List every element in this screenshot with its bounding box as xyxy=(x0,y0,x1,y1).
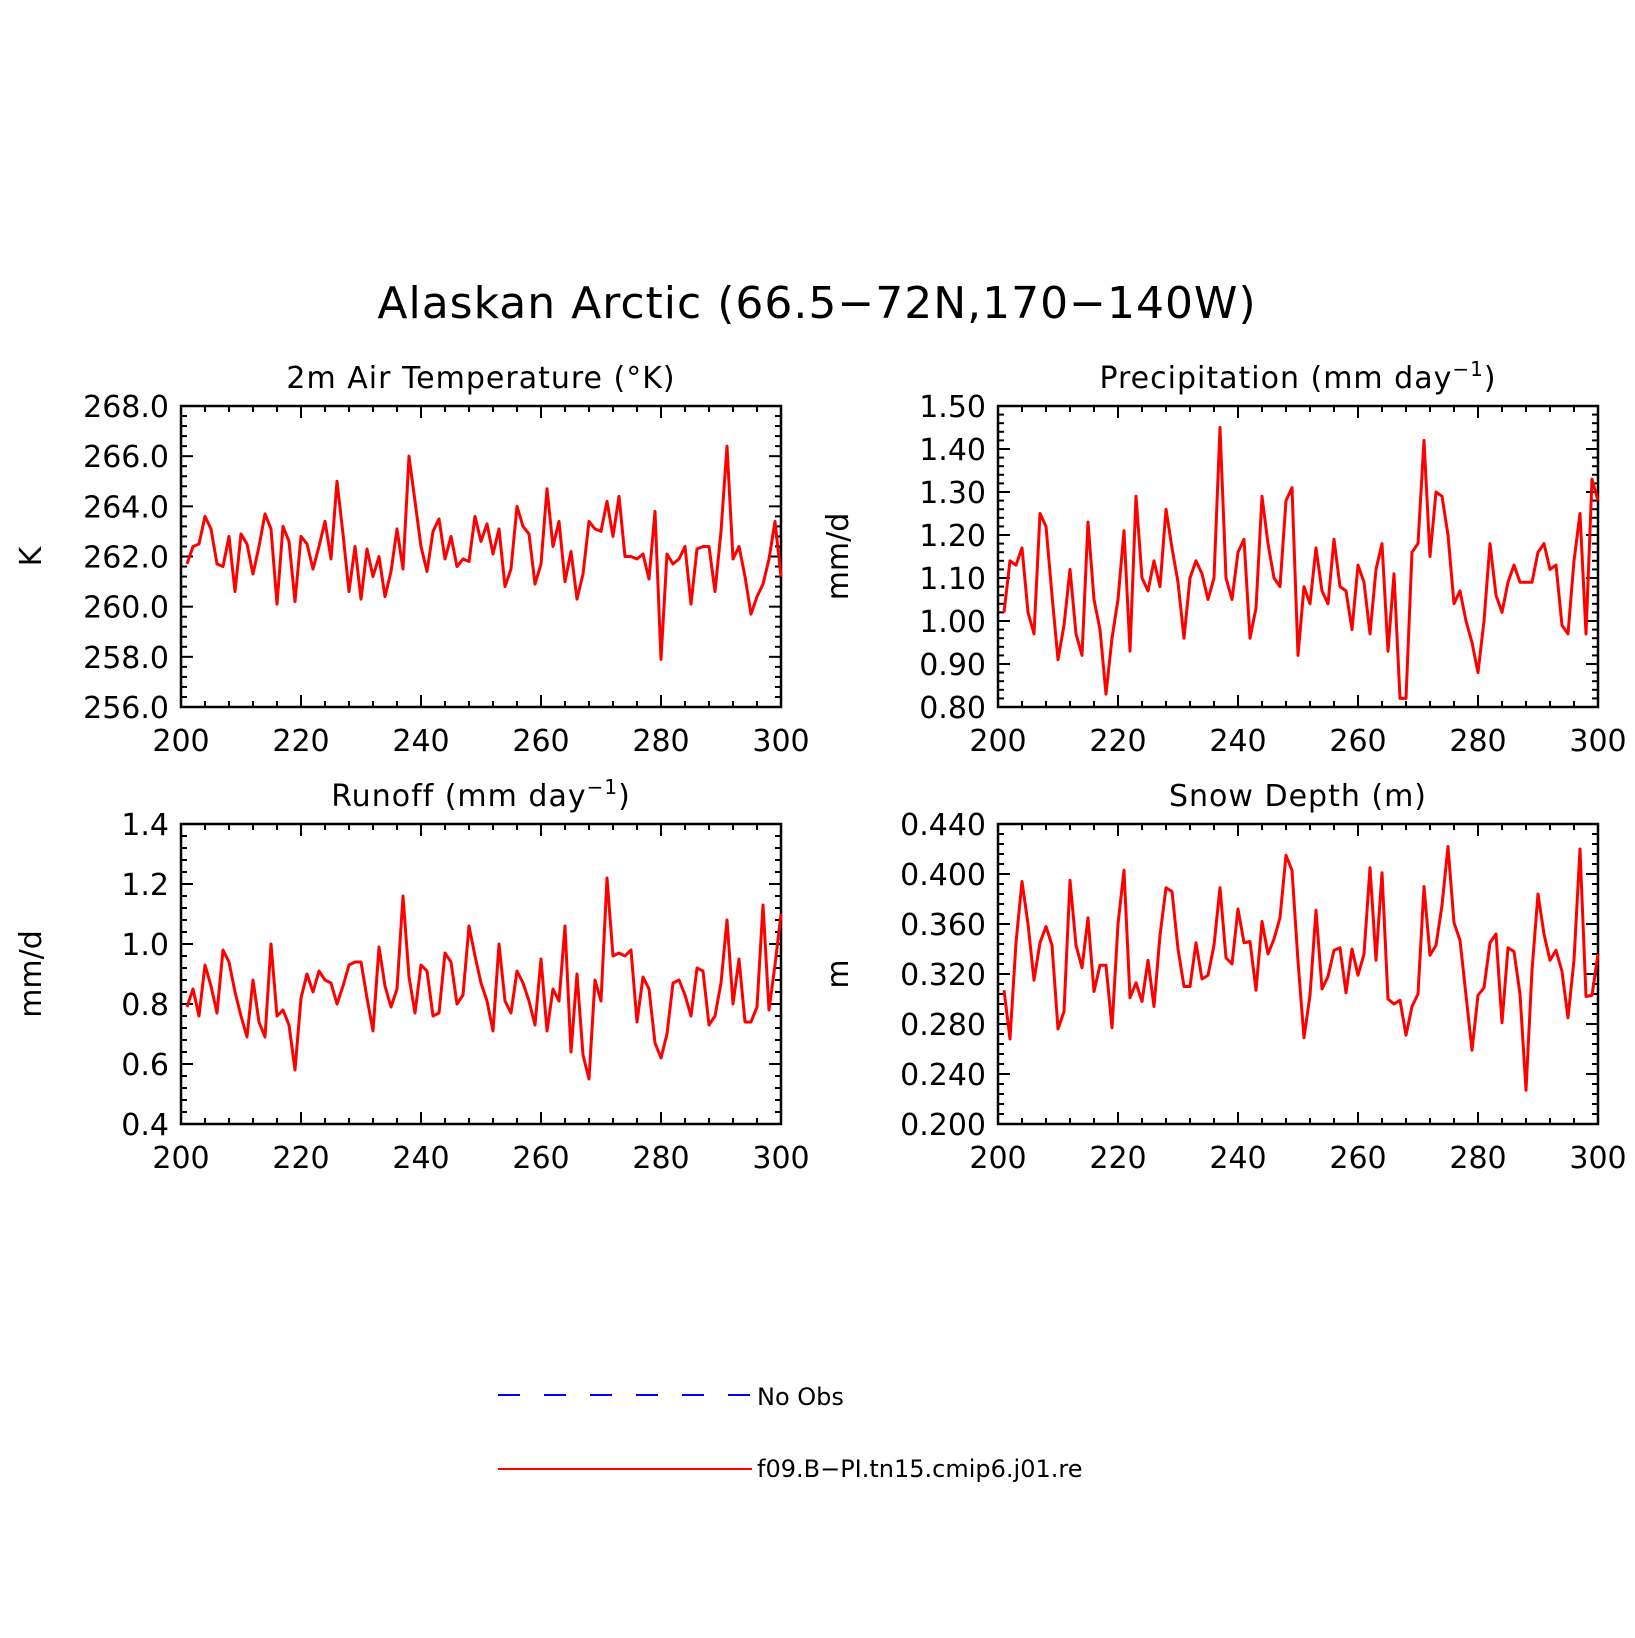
temperature-y-axis-label: K xyxy=(14,545,49,566)
snow-depth-series-line xyxy=(1002,845,1600,1092)
snow-depth-y-tick-label: 0.200 xyxy=(900,1108,986,1143)
temperature-y-tick-label: 266.0 xyxy=(83,440,169,475)
runoff-title-tail: ) xyxy=(618,779,631,814)
snow-depth-y-tick-label: 0.240 xyxy=(900,1058,986,1093)
runoff-plot-frame xyxy=(179,822,783,1126)
runoff-title: Runoff (mm day−1) xyxy=(331,775,631,814)
precipitation-title-exponent: −1 xyxy=(1452,357,1483,381)
precipitation-x-tick-label: 220 xyxy=(1089,724,1146,759)
temperature-title: 2m Air Temperature (°K) xyxy=(286,361,675,396)
precipitation-x-tick-label: 280 xyxy=(1449,724,1506,759)
precipitation-series-line xyxy=(1002,426,1600,700)
runoff-x-tick-label: 280 xyxy=(632,1141,689,1176)
precipitation-y-axis-label: mm/d xyxy=(821,513,856,601)
precipitation-x-tick-label: 200 xyxy=(969,724,1026,759)
snow-depth-x-tick-label: 240 xyxy=(1209,1141,1266,1176)
snow-depth-x-tick-label: 280 xyxy=(1449,1141,1506,1176)
temperature-series-line xyxy=(185,444,783,661)
precipitation-y-tick-label: 1.30 xyxy=(919,476,986,511)
legend-no-obs-label: No Obs xyxy=(757,1383,844,1411)
temperature-x-tick-label: 300 xyxy=(752,724,809,759)
temperature-plot-frame xyxy=(179,404,783,709)
precipitation-title-tail: ) xyxy=(1484,361,1497,396)
snow-depth-y-tick-label: 0.280 xyxy=(900,1008,986,1043)
snow-depth-x-tick-label: 300 xyxy=(1569,1141,1626,1176)
precipitation-x-tick-label: 300 xyxy=(1569,724,1626,759)
snow-depth-y-tick-label: 0.320 xyxy=(900,958,986,993)
temperature-x-tick-label: 240 xyxy=(392,724,449,759)
snow-depth-y-axis-label: m xyxy=(821,959,856,988)
temperature-x-tick-label: 280 xyxy=(632,724,689,759)
temperature-x-tick-label: 200 xyxy=(152,724,209,759)
temperature-y-tick-label: 258.0 xyxy=(83,641,169,676)
precipitation-plot-frame xyxy=(996,404,1600,709)
temperature-y-tick-label: 260.0 xyxy=(83,591,169,626)
temperature-x-tick-label: 260 xyxy=(512,724,569,759)
snow-depth-title: Snow Depth (m) xyxy=(1169,779,1427,814)
snow-depth-y-tick-label: 0.400 xyxy=(900,858,986,893)
snow-depth-y-tick-label: 0.360 xyxy=(900,908,986,943)
runoff-y-axis-label: mm/d xyxy=(14,930,49,1018)
precipitation-title: Precipitation (mm day−1) xyxy=(1099,357,1496,396)
runoff-x-tick-label: 200 xyxy=(152,1141,209,1176)
precipitation-y-tick-label: 0.90 xyxy=(919,648,986,683)
runoff-y-tick-label: 1.0 xyxy=(121,928,169,963)
precipitation-y-tick-label: 1.10 xyxy=(919,562,986,597)
precipitation-x-tick-label: 260 xyxy=(1329,724,1386,759)
temperature-x-tick-label: 220 xyxy=(272,724,329,759)
precipitation-y-tick-label: 1.00 xyxy=(919,605,986,640)
runoff-panel: Runoff (mm day−1) 200 220 240 260 280 300 0.4 0.… xyxy=(14,775,810,1176)
temperature-y-tick-label: 256.0 xyxy=(83,691,169,726)
precipitation-y-tick-label: 1.50 xyxy=(919,390,986,425)
runoff-y-tick-label: 1.2 xyxy=(121,868,169,903)
precipitation-panel: Precipitation (mm day−1) 200 220 240 260 280 3… xyxy=(821,357,1627,759)
snow-depth-x-tick-label: 260 xyxy=(1329,1141,1386,1176)
runoff-x-tick-label: 220 xyxy=(272,1141,329,1176)
precipitation-x-tick-label: 240 xyxy=(1209,724,1266,759)
runoff-x-tick-label: 260 xyxy=(512,1141,569,1176)
runoff-x-tick-label: 300 xyxy=(752,1141,809,1176)
snow-depth-panel: Snow Depth (m) 200 220 240 260 280 300 0.200 0.2… xyxy=(821,779,1627,1176)
precipitation-y-tick-label: 0.80 xyxy=(919,691,986,726)
temperature-y-tick-label: 264.0 xyxy=(83,490,169,525)
snow-depth-y-tick-label: 0.440 xyxy=(900,808,986,843)
runoff-y-tick-label: 0.6 xyxy=(121,1048,169,1083)
runoff-series-line xyxy=(185,876,783,1081)
runoff-title-exponent: −1 xyxy=(587,775,618,799)
snow-depth-x-tick-label: 220 xyxy=(1089,1141,1146,1176)
precipitation-y-tick-label: 1.40 xyxy=(919,433,986,468)
runoff-y-tick-label: 0.8 xyxy=(121,988,169,1023)
snow-depth-x-tick-label: 200 xyxy=(969,1141,1026,1176)
runoff-y-tick-label: 1.4 xyxy=(121,808,169,843)
precipitation-y-tick-label: 1.20 xyxy=(919,519,986,554)
temperature-panel: 2m Air Temperature (°K) 200 220 240 260 280 30… xyxy=(14,361,810,759)
runoff-y-tick-label: 0.4 xyxy=(121,1108,169,1143)
temperature-y-tick-label: 262.0 xyxy=(83,541,169,576)
temperature-y-tick-label: 268.0 xyxy=(83,390,169,425)
legend-model-label: f09.B−PI.tn15.cmip6.j01.re xyxy=(757,1455,1082,1483)
main-title: Alaskan Arctic (66.5−72N,170−140W) xyxy=(377,278,1256,329)
runoff-x-tick-label: 240 xyxy=(392,1141,449,1176)
legend: No Obs f09.B−PI.tn15.cmip6.j01.re xyxy=(498,1383,1082,1483)
